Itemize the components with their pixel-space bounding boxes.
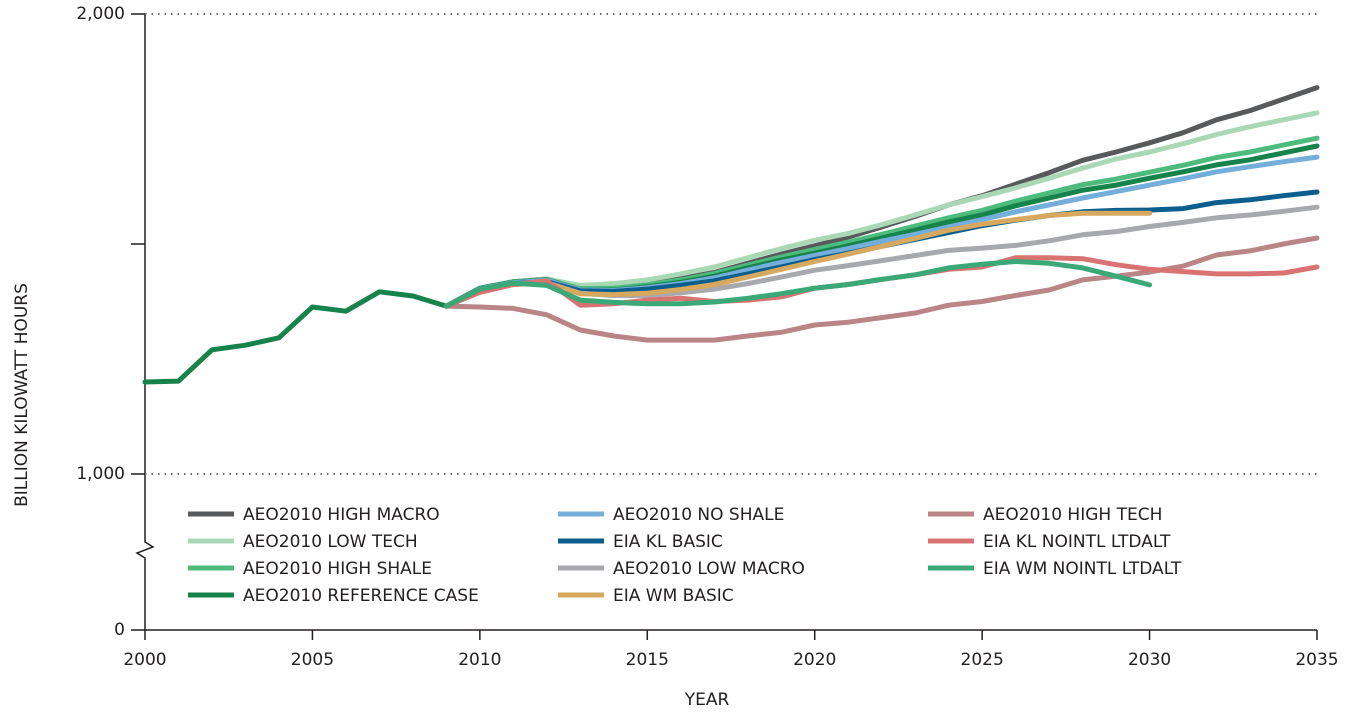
x-tick-label: 2000 — [123, 650, 166, 670]
legend-label: EIA KL NOINTL LTDALT — [983, 532, 1171, 552]
series-line — [443, 189, 1320, 309]
legend-label: AEO2010 LOW TECH — [243, 532, 418, 552]
series-line — [443, 110, 1320, 309]
x-tick-label: 2020 — [793, 650, 836, 670]
y-axis-label: BILLION KILOWATT HOURS — [12, 283, 32, 507]
legend-label: EIA WM BASIC — [613, 586, 734, 606]
legend-label: EIA KL BASIC — [613, 532, 723, 552]
x-tick-label: 2030 — [1128, 650, 1171, 670]
x-tick-label: 2015 — [626, 650, 669, 670]
legend-label: AEO2010 HIGH SHALE — [243, 559, 432, 579]
x-axis-label: YEAR — [684, 690, 730, 710]
axis-break — [135, 474, 155, 630]
series-line — [443, 235, 1320, 343]
legend-label: AEO2010 NO SHALE — [613, 505, 784, 525]
y-tick-label: 1,000 — [76, 464, 125, 484]
x-tick-label: 2005 — [291, 650, 334, 670]
legend-label: AEO2010 HIGH MACRO — [243, 505, 440, 525]
y-tick-label: 2,000 — [76, 4, 125, 24]
x-tick-label: 2010 — [458, 650, 501, 670]
legend-label: AEO2010 LOW MACRO — [613, 559, 805, 579]
x-tick-label: 2035 — [1295, 650, 1338, 670]
series-line — [443, 210, 1153, 309]
legend-label: AEO2010 REFERENCE CASE — [243, 586, 479, 606]
legend-label: EIA WM NOINTL LTDALT — [983, 559, 1182, 579]
series-line — [443, 259, 1153, 309]
x-tick-label: 2025 — [961, 650, 1004, 670]
legend-label: AEO2010 HIGH TECH — [983, 505, 1162, 525]
y-tick-label: 0 — [114, 620, 125, 640]
